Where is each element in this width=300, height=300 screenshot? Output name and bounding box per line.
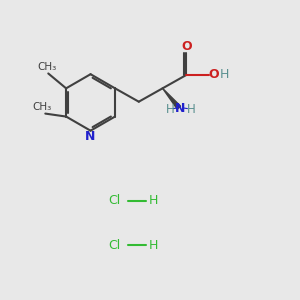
Text: H: H [186,103,195,116]
Text: CH₃: CH₃ [37,62,56,72]
Text: O: O [181,40,192,53]
Polygon shape [163,88,181,109]
Text: H: H [219,68,229,82]
Text: H: H [148,194,158,207]
Text: N: N [85,130,96,142]
Text: Cl: Cl [108,194,121,207]
Text: N: N [175,102,186,115]
Text: H: H [148,238,158,252]
Text: CH₃: CH₃ [33,102,52,112]
Text: Cl: Cl [108,238,121,252]
Text: O: O [209,68,219,82]
Text: H: H [166,103,174,116]
